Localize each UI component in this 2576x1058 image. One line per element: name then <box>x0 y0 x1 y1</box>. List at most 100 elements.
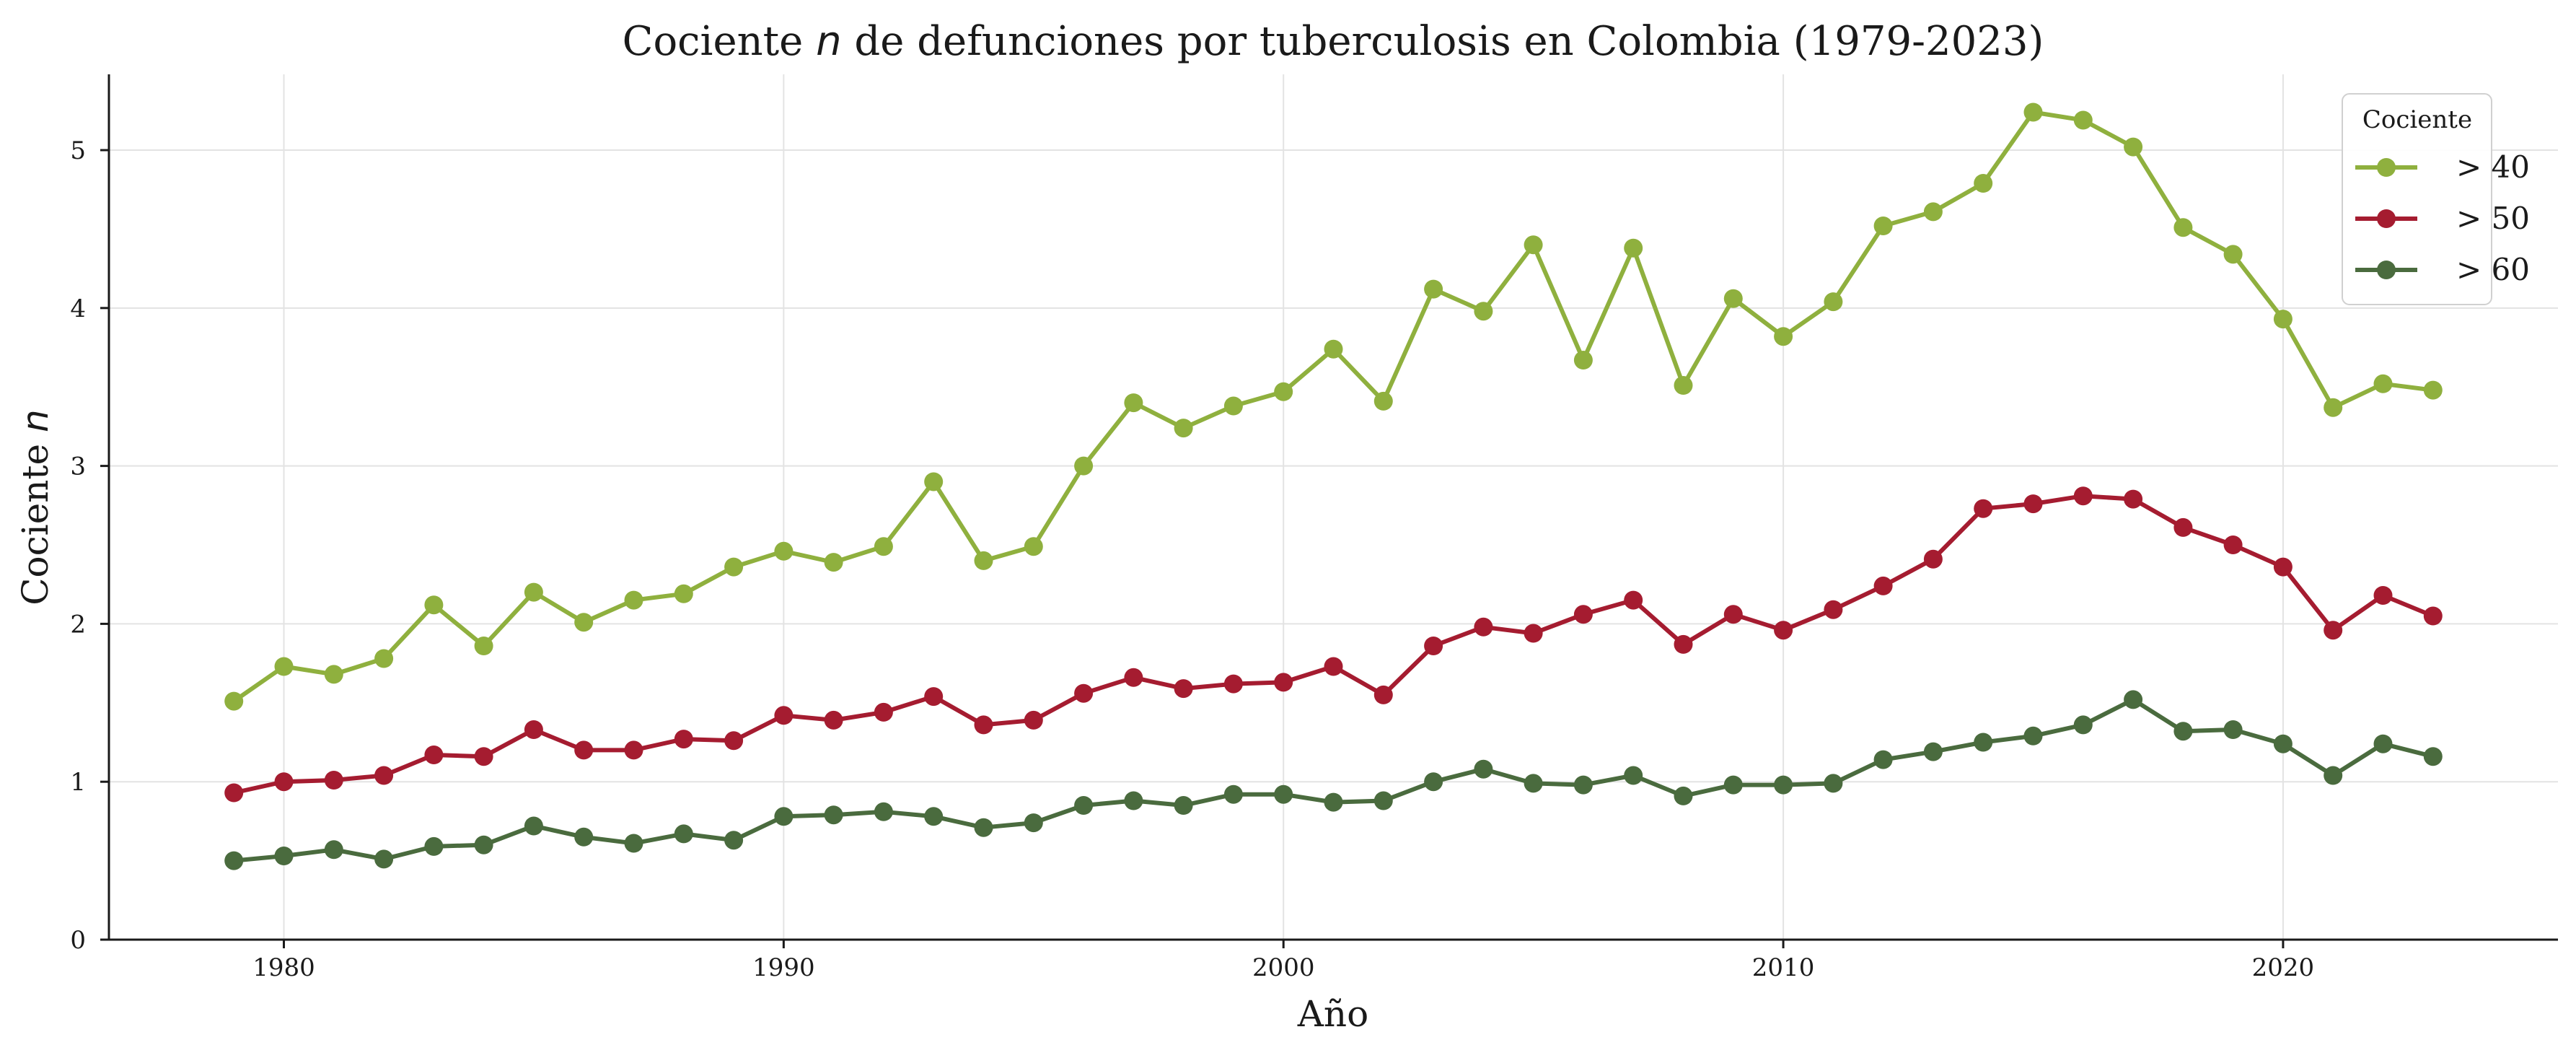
legend: Cociente > 40 > 50 > 60 <box>2342 93 2530 305</box>
data-point <box>1524 774 1543 793</box>
data-point <box>1674 376 1693 395</box>
data-point <box>1624 766 1643 785</box>
data-point <box>1723 775 1743 795</box>
series-line <box>233 494 2434 795</box>
data-point <box>2324 398 2343 417</box>
legend-marker <box>2377 261 2396 279</box>
data-point <box>1024 813 1043 833</box>
data-point <box>574 827 594 847</box>
data-point <box>1024 710 1043 730</box>
data-point <box>374 849 394 869</box>
data-point <box>324 840 343 860</box>
y-axis-label-var: n <box>14 409 56 432</box>
data-point <box>2124 137 2143 157</box>
data-point <box>1274 382 1293 401</box>
data-point <box>924 807 944 826</box>
data-point <box>1824 774 1843 793</box>
data-point <box>424 836 444 856</box>
data-point <box>1524 624 1543 643</box>
chart-title-pre: Cociente <box>623 18 817 65</box>
data-point <box>1373 791 1393 810</box>
data-point <box>1074 683 1094 703</box>
data-point <box>2273 557 2293 577</box>
data-point <box>1573 351 1593 370</box>
legend-marker <box>2377 209 2396 228</box>
data-point <box>1274 673 1293 692</box>
data-point <box>1424 637 1443 655</box>
y-tick-label: 5 <box>70 136 86 165</box>
data-point <box>824 805 843 825</box>
data-point <box>774 706 794 725</box>
data-point <box>924 472 944 491</box>
series-line <box>232 110 2434 704</box>
data-point <box>1573 775 1593 795</box>
data-point <box>424 595 444 615</box>
data-point <box>1974 499 1993 518</box>
data-point <box>2223 720 2243 739</box>
data-point <box>674 730 693 749</box>
data-point <box>1174 679 1193 699</box>
y-tick-label: 0 <box>70 926 86 955</box>
data-point <box>1674 634 1693 654</box>
data-point <box>1824 600 1843 619</box>
x-tick-label: 2000 <box>1252 953 1315 982</box>
data-point <box>2073 715 2093 735</box>
data-point <box>1424 772 1443 792</box>
y-tick-label: 2 <box>70 610 86 639</box>
data-point <box>424 746 444 764</box>
chart-title: Cociente n de defunciones por tuberculos… <box>623 18 2044 65</box>
data-point <box>2023 102 2043 122</box>
data-point <box>2173 722 2193 741</box>
data-point <box>1974 733 1993 752</box>
data-point <box>1223 396 1243 416</box>
data-point <box>474 747 493 766</box>
y-ticks: 0 1 2 3 4 5 <box>70 136 109 955</box>
data-point <box>224 851 244 870</box>
data-point <box>1474 759 1493 779</box>
data-point <box>874 702 893 722</box>
data-point <box>2373 374 2393 393</box>
legend-label: > 60 <box>2456 252 2530 287</box>
data-point <box>974 715 993 735</box>
data-point <box>1223 674 1243 694</box>
data-point <box>1674 786 1693 805</box>
data-point <box>1624 238 1643 258</box>
data-point <box>224 691 244 711</box>
data-point <box>924 687 944 707</box>
data-point <box>1223 784 1243 804</box>
data-point <box>1324 792 1343 812</box>
data-point <box>2073 486 2093 506</box>
data-point <box>1873 576 1893 595</box>
x-ticks: 1980 1990 2000 2010 2020 <box>252 940 2314 982</box>
data-point <box>2273 734 2293 753</box>
data-point <box>524 582 543 602</box>
series-2 <box>224 690 2443 870</box>
data-point <box>374 766 394 785</box>
data-point <box>574 613 594 632</box>
data-point <box>1074 796 1094 815</box>
data-point <box>1923 549 1943 569</box>
data-point <box>1373 685 1393 704</box>
data-point <box>1124 668 1143 687</box>
chart-title-var: n <box>816 18 842 65</box>
data-point <box>1723 289 1743 308</box>
data-point <box>2324 766 2343 785</box>
data-point <box>2373 586 2393 605</box>
data-point <box>1324 339 1343 359</box>
data-point <box>1824 292 1843 312</box>
legend-marker <box>2377 158 2396 177</box>
data-point <box>1074 456 1094 476</box>
data-point <box>1174 796 1193 815</box>
data-point <box>2223 535 2243 554</box>
data-point <box>824 553 843 572</box>
data-point <box>974 551 993 570</box>
series-1 <box>224 486 2443 803</box>
data-point <box>724 557 744 577</box>
legend-box <box>2342 93 2492 305</box>
data-point <box>1174 419 1193 438</box>
data-point <box>2423 606 2443 626</box>
data-point <box>274 772 294 792</box>
data-point <box>1974 174 1993 193</box>
legend-label: > 50 <box>2456 201 2530 236</box>
data-point <box>524 720 543 739</box>
